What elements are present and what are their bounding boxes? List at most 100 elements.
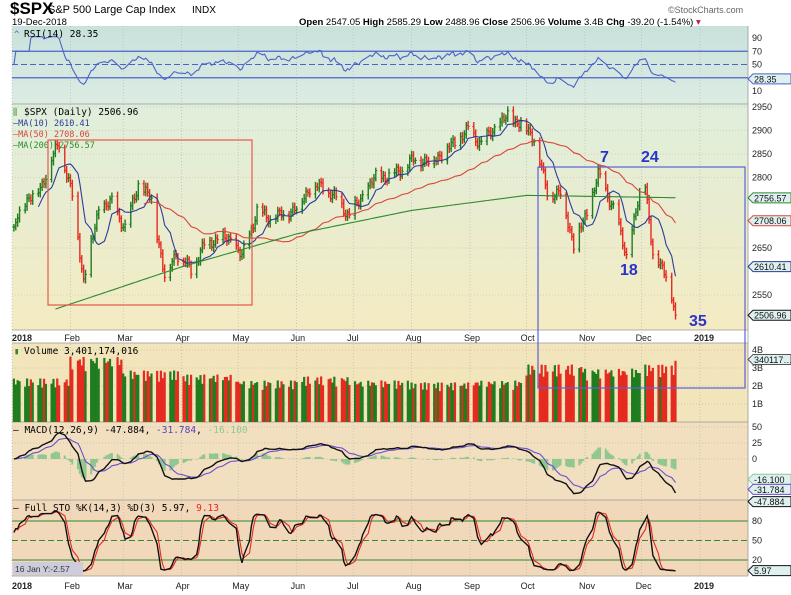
- macd-hist-tag: -16.100: [754, 475, 785, 485]
- macd-histogram-bar: [107, 454, 110, 459]
- volume-bar: [254, 383, 257, 422]
- x-axis-label: Aug: [406, 581, 422, 591]
- macd-histogram-bar: [527, 459, 530, 462]
- macd-histogram-bar: [397, 457, 400, 459]
- price-tick: 2900: [752, 126, 772, 136]
- x-axis-label: Nov: [579, 333, 596, 343]
- x-axis-label: May: [232, 333, 250, 343]
- volume-bar: [557, 364, 560, 422]
- macd-histogram-bar: [663, 459, 666, 467]
- volume-bar: [664, 366, 668, 422]
- volume-bar: [374, 385, 377, 422]
- macd-histogram-bar: [384, 456, 387, 459]
- volume-bar: [595, 373, 598, 422]
- volume-bar: [525, 375, 528, 422]
- volume-bar: [593, 372, 596, 422]
- volume-bar: [120, 359, 123, 422]
- volume-bar: [657, 364, 660, 422]
- volume-bar: [186, 374, 189, 422]
- volume-bar: [478, 385, 481, 422]
- macd-line: [13, 432, 677, 495]
- x-axis-label: Dec: [636, 581, 653, 591]
- rsi-line: [13, 36, 676, 89]
- volume-bar: [195, 377, 198, 422]
- macd-histogram-bar: [582, 459, 585, 462]
- annotation-24: 24: [641, 149, 659, 166]
- macd-histogram-bar: [395, 457, 398, 459]
- ma10-value-tag-bg: [747, 261, 791, 273]
- volume-bar: [344, 381, 347, 422]
- macd-histogram-bar: [612, 455, 615, 459]
- x-axis-label: Aug: [406, 333, 422, 343]
- volume-bar: [184, 381, 187, 422]
- volume-bar: [625, 374, 628, 422]
- volume-bar: [50, 383, 53, 422]
- volume-bar: [29, 379, 32, 422]
- volume-bar: [188, 385, 191, 422]
- macd-histogram-bar: [433, 459, 436, 460]
- volume-bar: [122, 373, 125, 422]
- macd-histogram-bar: [608, 453, 611, 459]
- volume-bar: [540, 364, 543, 422]
- x-axis-label: Feb: [64, 581, 80, 591]
- macd-histogram-bar: [173, 459, 176, 467]
- volume-bar: [382, 387, 385, 422]
- volume-bar: [118, 365, 121, 422]
- annotation-18: 18: [620, 262, 638, 279]
- x-axis-label: Oct: [521, 333, 536, 343]
- volume-bar: [308, 383, 311, 422]
- volume-bar: [133, 371, 136, 422]
- volume-bar: [598, 378, 602, 422]
- macd-histogram-bar: [435, 459, 438, 461]
- volume-bar: [90, 359, 93, 422]
- macd-histogram-bar: [414, 457, 417, 459]
- volume-bar: [107, 361, 110, 422]
- macd-histogram-bar: [467, 456, 470, 459]
- macd-histogram-bar: [316, 456, 319, 459]
- macd-histogram-bar: [27, 454, 30, 459]
- macd-histogram-bar: [597, 447, 600, 459]
- volume-bar: [487, 381, 490, 422]
- volume-bar: [502, 384, 506, 422]
- macd-histogram-bar: [595, 449, 598, 459]
- crosshair-readout-bg: [13, 562, 83, 575]
- macd-histogram-bar: [159, 459, 162, 467]
- volume-bar: [406, 380, 409, 422]
- macd-histogram-bar: [43, 454, 46, 459]
- volume-bar: [672, 374, 675, 422]
- volume-bar: [240, 384, 244, 422]
- macd-histogram-bar: [619, 459, 622, 461]
- macd-histogram-bar: [320, 456, 323, 459]
- x-axis-label: Jun: [291, 333, 306, 343]
- sto-k-line: [13, 510, 676, 572]
- macd-histogram-bar: [227, 454, 230, 459]
- volume-bar: [82, 357, 85, 422]
- macd-histogram-bar: [282, 458, 285, 459]
- macd-histogram-bar: [651, 459, 654, 461]
- volume-bar: [401, 382, 404, 422]
- volume-bar: [353, 381, 357, 422]
- volume-bar: [144, 380, 147, 422]
- macd-histogram-bar: [357, 459, 360, 462]
- macd-histogram-bar: [369, 457, 372, 459]
- volume-bar: [327, 379, 330, 422]
- volume-bar: [216, 374, 219, 422]
- rsi-tick: 70: [752, 46, 762, 56]
- macd-value-tag-bg: [747, 496, 791, 508]
- macd-histogram-bar: [572, 459, 575, 468]
- macd-histogram-bar: [263, 453, 266, 459]
- volume-bar: [414, 383, 417, 422]
- date: 19-Dec-2018: [12, 17, 67, 28]
- macd-histogram-bar: [348, 459, 351, 465]
- macd-histogram-bar: [580, 459, 583, 464]
- volume-bar: [461, 385, 464, 422]
- volume-bar: [570, 364, 573, 422]
- price-tick: 2550: [752, 290, 772, 300]
- volume-bar: [248, 388, 251, 422]
- macd-histogram-bar: [529, 459, 532, 463]
- macd-histogram-bar: [248, 458, 251, 459]
- macd-histogram-bar: [354, 459, 357, 464]
- macd-histogram-bar: [617, 458, 620, 459]
- volume-bar: [578, 368, 581, 422]
- macd-histogram-bar: [131, 456, 134, 459]
